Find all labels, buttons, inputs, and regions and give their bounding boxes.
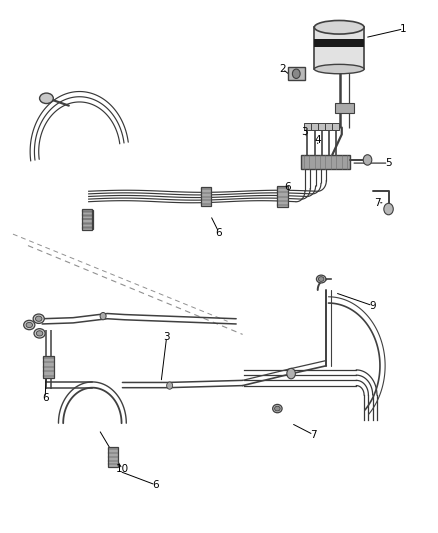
Bar	[304, 123, 311, 130]
Bar	[81, 208, 92, 230]
Ellipse shape	[35, 316, 42, 321]
Bar	[288, 68, 305, 80]
Ellipse shape	[275, 406, 280, 411]
Circle shape	[287, 368, 295, 379]
Bar	[201, 187, 211, 206]
Ellipse shape	[24, 320, 35, 330]
Ellipse shape	[34, 329, 45, 338]
Text: 6: 6	[42, 393, 49, 403]
Bar	[314, 39, 364, 47]
Bar	[314, 27, 364, 69]
Bar	[335, 103, 354, 114]
Bar	[42, 356, 54, 378]
Ellipse shape	[26, 322, 32, 328]
Circle shape	[384, 203, 393, 215]
Ellipse shape	[272, 405, 282, 413]
Text: 5: 5	[385, 158, 392, 168]
Text: 6: 6	[284, 182, 291, 192]
Text: 3: 3	[301, 127, 308, 137]
Ellipse shape	[33, 314, 44, 324]
Bar	[277, 186, 288, 207]
Text: 6: 6	[152, 480, 159, 490]
Circle shape	[363, 155, 372, 165]
Bar	[325, 123, 332, 130]
Bar	[318, 123, 325, 130]
Bar	[332, 123, 339, 130]
Ellipse shape	[36, 331, 43, 336]
Bar	[311, 123, 318, 130]
Ellipse shape	[39, 93, 53, 103]
Text: 9: 9	[369, 301, 376, 311]
Circle shape	[100, 312, 106, 320]
Circle shape	[166, 382, 173, 389]
Circle shape	[293, 69, 300, 78]
Text: 3: 3	[163, 332, 170, 342]
Text: 4: 4	[314, 135, 321, 145]
Ellipse shape	[314, 64, 364, 74]
Text: 7: 7	[374, 198, 381, 208]
Ellipse shape	[316, 275, 326, 283]
Text: 10: 10	[116, 464, 129, 474]
Text: 6: 6	[215, 228, 223, 238]
Bar	[108, 447, 118, 466]
Ellipse shape	[314, 20, 364, 34]
Bar	[300, 155, 350, 169]
Ellipse shape	[318, 277, 324, 281]
Bar	[83, 209, 93, 229]
Text: 1: 1	[400, 24, 407, 34]
Text: 2: 2	[279, 64, 286, 74]
Text: 7: 7	[310, 430, 317, 440]
